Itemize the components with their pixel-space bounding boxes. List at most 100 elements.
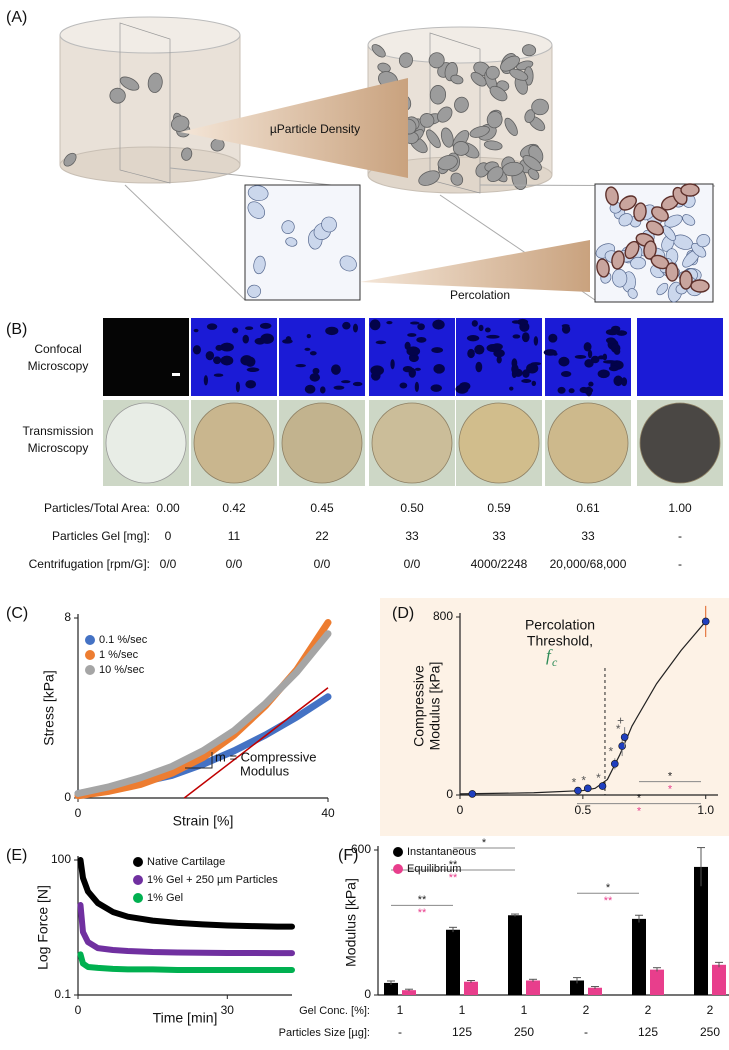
threshold-subscript: c [552, 655, 558, 669]
particle [531, 98, 549, 116]
x-row-value: 1 [521, 1003, 528, 1017]
confocal-void [522, 369, 530, 378]
x-row-value: 125 [452, 1025, 472, 1039]
confocal-void [509, 386, 514, 391]
particle [63, 152, 77, 167]
significance-label: * [668, 770, 673, 782]
x-row-label: Gel Conc. [%]: [299, 1005, 370, 1017]
sample-disk [458, 402, 540, 484]
confocal-void [491, 343, 503, 351]
table-cell: 11 [228, 529, 241, 543]
particle-section [247, 185, 269, 202]
x-row-value: - [398, 1025, 402, 1039]
confocal-void [306, 334, 312, 339]
confocal-void [606, 337, 616, 344]
particle [486, 166, 504, 182]
data-point [610, 760, 619, 768]
particle-section [682, 214, 696, 226]
confocal-void [588, 381, 594, 387]
confocal-void [561, 324, 571, 334]
confocal-void [295, 363, 306, 368]
significance-mark: * [616, 722, 621, 736]
legend-marker [393, 864, 403, 874]
row-label: Microscopy [28, 359, 89, 373]
confocal-void [416, 336, 427, 343]
cylinder-body [59, 34, 241, 166]
density-label: µParticle Density [270, 122, 360, 136]
bar [526, 980, 540, 995]
y-tick-label: 0 [446, 787, 453, 801]
particle-section [281, 220, 295, 234]
x-row-value: 2 [645, 1003, 652, 1017]
particle [428, 52, 445, 69]
confocal-void [375, 340, 387, 345]
particle [509, 68, 529, 81]
particle [119, 76, 140, 91]
significance-label: ** [604, 895, 613, 907]
confocal-void [285, 336, 292, 343]
row-label: Transmission [23, 424, 94, 438]
confocal-void [370, 365, 384, 376]
x-tick-label: 30 [221, 1003, 235, 1017]
confocal-void [312, 367, 320, 375]
sample-disk [193, 402, 275, 484]
confocal-void [352, 381, 363, 387]
connector [124, 184, 246, 301]
confocal-void [602, 353, 608, 361]
series-line [77, 857, 295, 930]
threshold-label: Threshold, [527, 633, 593, 649]
particle [469, 125, 490, 138]
x-row-label: Particles Size [µg]: [279, 1027, 370, 1039]
legend-marker [133, 875, 143, 885]
table-cell: 33 [581, 529, 595, 543]
x-tick-label: 0 [75, 806, 82, 820]
particle [527, 168, 540, 180]
confocal-void [402, 366, 413, 373]
legend-label: 10 %/sec [99, 664, 145, 676]
data-point [598, 782, 607, 790]
confocal-void [215, 344, 223, 351]
legend-marker [85, 650, 95, 660]
percolating-particle [596, 258, 610, 278]
confocal-void [486, 334, 500, 339]
panel-label: (F) [338, 847, 358, 864]
confocal-void [521, 379, 532, 383]
section-square [244, 184, 361, 301]
bar [632, 918, 646, 995]
particle [371, 44, 386, 58]
legend-label: 1% Gel [147, 892, 183, 904]
confocal-void [414, 381, 419, 392]
table-cell: - [678, 557, 682, 571]
particle [426, 129, 441, 149]
confocal-void [608, 365, 619, 372]
x-axis-label: Strain [%] [173, 813, 234, 829]
particle-section [253, 255, 266, 275]
percolating-particle [624, 240, 640, 260]
particle [483, 140, 503, 151]
particle-section [664, 214, 683, 228]
confocal-void [193, 328, 199, 333]
significance-label: * [637, 792, 642, 804]
particle-section [321, 216, 337, 233]
confocal-void [192, 345, 202, 355]
confocal-void [304, 384, 316, 394]
particle [486, 111, 503, 129]
y-tick-label: 0 [64, 790, 71, 804]
confocal-void [533, 336, 539, 346]
table-cell: 0.42 [222, 501, 246, 515]
confocal-void [319, 386, 326, 394]
confocal-void [342, 321, 351, 330]
confocal-void [406, 346, 421, 356]
confocal-void [471, 320, 478, 327]
confocal-void [407, 333, 417, 337]
bar [446, 929, 460, 995]
legend-label: Equilibrium [407, 863, 461, 875]
series-line [74, 630, 332, 797]
x-row-value: 250 [514, 1025, 534, 1039]
confocal-void [605, 329, 619, 336]
legend-label: 1 %/sec [99, 649, 139, 661]
confocal-void [496, 355, 502, 364]
confocal-void [304, 347, 311, 351]
confocal-void [432, 319, 445, 330]
y-axis-label: Modulus [kPa] [427, 662, 443, 751]
